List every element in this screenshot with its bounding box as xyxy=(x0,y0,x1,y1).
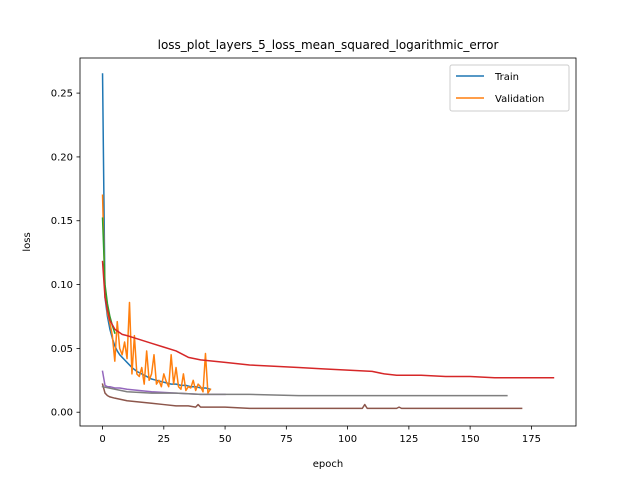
y-tick-label: 0.10 xyxy=(51,280,73,291)
y-tick-label: 0.05 xyxy=(51,344,73,355)
y-axis: 0.00 0.05 0.10 0.15 0.20 0.25 xyxy=(51,89,80,419)
x-tick-label: 0 xyxy=(99,434,105,445)
x-tick-label: 25 xyxy=(157,434,170,445)
legend-label: Validation xyxy=(495,94,544,105)
x-tick-label: 175 xyxy=(522,434,541,445)
y-tick-label: 0.00 xyxy=(51,408,73,419)
y-axis-label: loss xyxy=(22,232,33,251)
legend-label: Train xyxy=(494,72,519,83)
chart-title: loss_plot_layers_5_loss_mean_squared_log… xyxy=(158,38,499,52)
plot-area xyxy=(101,73,555,410)
plot-frame xyxy=(79,57,577,427)
y-tick-label: 0.25 xyxy=(51,89,73,100)
x-axis-label: epoch xyxy=(313,459,343,470)
y-tick-label: 0.20 xyxy=(51,152,73,163)
x-tick-label: 150 xyxy=(461,434,480,445)
series-line-6 xyxy=(101,385,508,397)
y-tick-label: 0.15 xyxy=(51,216,73,227)
x-axis: 0 25 50 75 100 125 150 175 xyxy=(99,426,541,445)
x-tick-label: 100 xyxy=(338,434,357,445)
series-line-5 xyxy=(101,383,523,410)
x-tick-label: 50 xyxy=(219,434,232,445)
legend: Train Validation xyxy=(449,64,570,112)
x-tick-label: 75 xyxy=(280,434,293,445)
x-tick-label: 125 xyxy=(399,434,418,445)
series-line-3 xyxy=(101,260,555,379)
series-line-1 xyxy=(101,194,212,394)
